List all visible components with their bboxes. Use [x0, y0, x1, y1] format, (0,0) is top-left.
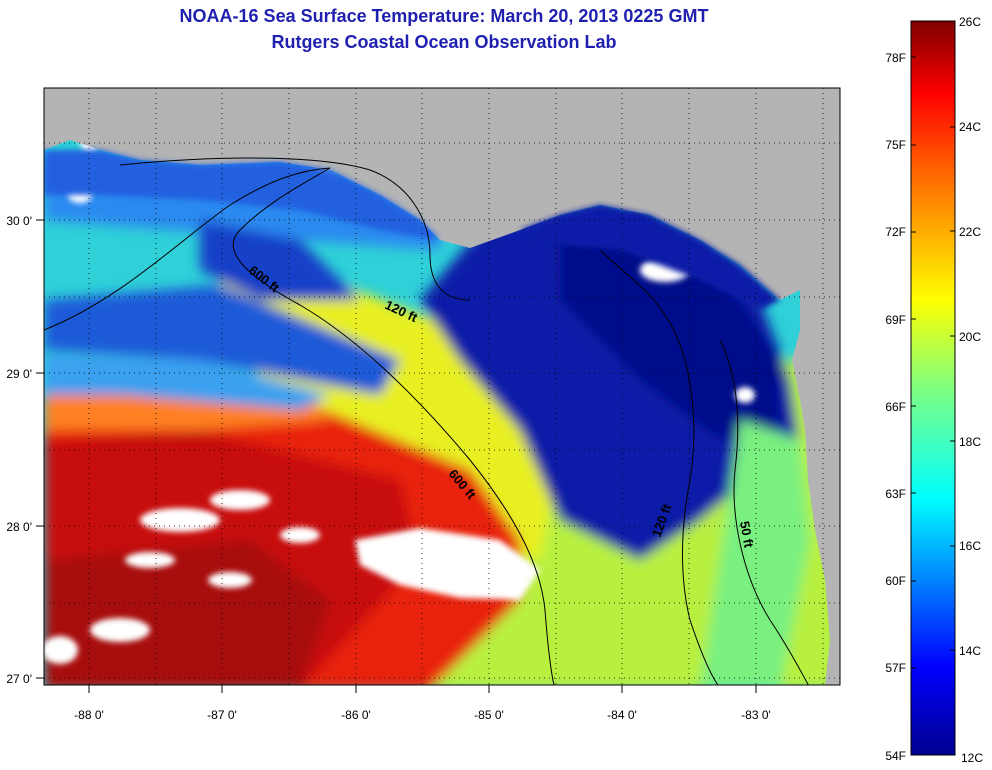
lon-tick-label: -84 0' [607, 708, 637, 722]
lat-tick-label: 28 0' [6, 520, 32, 534]
map-frame [43, 87, 841, 686]
longitude-axis: -88 0' -87 0' -86 0' -85 0' -84 0' -83 0… [74, 708, 771, 722]
contour-label-50ft: 50 ft [737, 520, 757, 550]
colorbar-fahrenheit-label: 60F [885, 574, 906, 588]
lon-tick-label: -87 0' [207, 708, 237, 722]
axis-ticks [36, 219, 757, 693]
colorbar-celsius-label: 14C [959, 644, 981, 658]
bathymetry-contours [44, 157, 809, 685]
colorbar-celsius-label: 22C [959, 225, 981, 239]
colorbar-celsius-label: 18C [959, 435, 981, 449]
lat-tick-label: 29 0' [6, 367, 32, 381]
lat-tick-label: 30 0' [6, 214, 32, 228]
lon-tick-label: -83 0' [741, 708, 771, 722]
colorbar-fahrenheit-label: 57F [885, 661, 906, 675]
map-title: NOAA-16 Sea Surface Temperature: March 2… [179, 6, 709, 26]
latitude-axis: 30 0' 29 0' 28 0' 27 0' [6, 214, 32, 686]
colorbar-celsius-label: 20C [959, 330, 981, 344]
land-mass [44, 88, 840, 685]
colorbar-gradient [910, 20, 956, 756]
colorbar-fahrenheit-label: 66F [885, 400, 906, 414]
lon-tick-label: -85 0' [474, 708, 504, 722]
colorbar-fahrenheit-label: 72F [885, 225, 906, 239]
colorbar-celsius-label: 24C [959, 120, 981, 134]
map-subtitle: Rutgers Coastal Ocean Observation Lab [271, 32, 617, 52]
colorbar-fahrenheit-label: 63F [885, 487, 906, 501]
colorbar-celsius-label: 12C [961, 751, 983, 765]
lat-tick-label: 27 0' [6, 672, 32, 686]
colorbar-fahrenheit-label: 75F [885, 138, 906, 152]
colorbar-celsius-label: 16C [959, 539, 981, 553]
colorbar-fahrenheit-label: 69F [885, 313, 906, 327]
lon-tick-label: -88 0' [74, 708, 104, 722]
lon-tick-label: -86 0' [341, 708, 371, 722]
sst-map: 600 ft 120 ft 600 ft 120 ft 50 ft [44, 88, 840, 685]
colorbar-celsius-label: 26C [959, 15, 981, 29]
temperature-colorbar: 26C 24C 22C 20C 18C 16C 14C 12C 78F 75F … [885, 15, 983, 765]
colorbar-fahrenheit-label: 78F [885, 51, 906, 65]
colorbar-fahrenheit-label: 54F [885, 749, 906, 763]
